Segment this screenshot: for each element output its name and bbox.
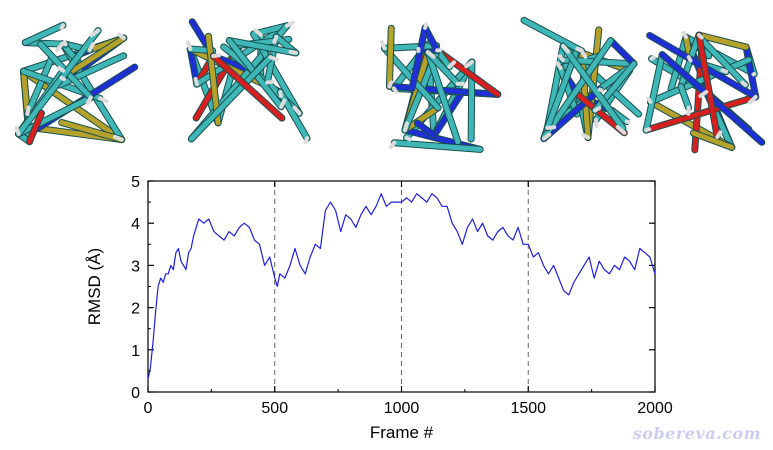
y-axis-label: RMSD (Å) <box>85 248 104 325</box>
molecule-snapshot <box>186 18 311 144</box>
molecular-snapshots <box>14 16 766 154</box>
y-tick-label: 5 <box>131 174 140 191</box>
plot-area: 0 500 1000 1500 2000 0 1 2 3 4 5 Frame # RMSD (Å) <box>85 174 673 442</box>
y-tick-labels: 0 1 2 3 4 5 <box>131 174 140 402</box>
molecule-snapshot <box>380 22 502 153</box>
x-tick-label: 500 <box>261 400 288 417</box>
y-tick-label: 0 <box>131 385 140 402</box>
y-tick-label: 4 <box>131 216 140 233</box>
x-axis-label: Frame # <box>370 423 434 442</box>
y-tick-label: 1 <box>131 343 140 360</box>
molecule-snapshot <box>642 30 766 154</box>
reference-lines <box>274 181 529 392</box>
x-tick-label: 2000 <box>637 400 673 417</box>
watermark: sobereva.com <box>632 424 761 443</box>
molecule-snapshot <box>14 21 139 146</box>
y-tick-label: 2 <box>131 301 140 318</box>
y-tick-label: 3 <box>131 258 140 275</box>
rmsd-series-line <box>147 193 656 380</box>
x-tick-label: 0 <box>144 400 153 417</box>
x-tick-label: 1000 <box>384 400 420 417</box>
molecule-snapshot <box>520 16 643 143</box>
x-tick-label: 1500 <box>510 400 546 417</box>
x-tick-labels: 0 500 1000 1500 2000 <box>144 400 673 417</box>
axis-ticks <box>147 180 656 393</box>
